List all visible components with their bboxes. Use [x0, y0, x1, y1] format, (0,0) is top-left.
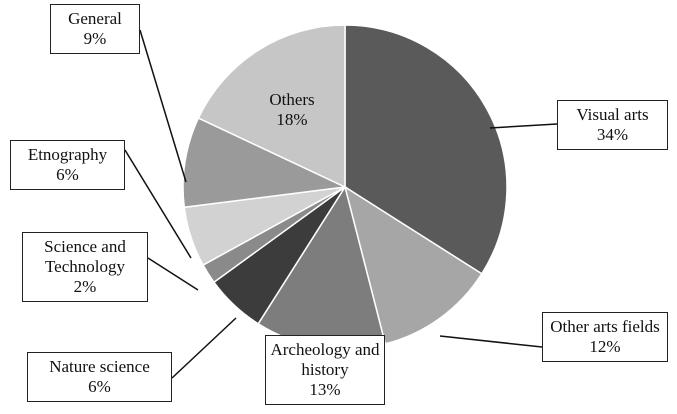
category-name: Other arts fields [550, 317, 660, 336]
slice-label: Science and Technology 2% [22, 232, 148, 302]
leader-line [139, 29, 187, 183]
value-label: 13% [309, 380, 341, 399]
pie-slice [182, 117, 348, 209]
value-label: 9% [83, 29, 107, 48]
category-name: Nature science [49, 357, 150, 376]
leader-line [489, 123, 558, 129]
slice-label: Visual arts 34% [557, 100, 668, 150]
leader-line [147, 257, 199, 291]
value-label: 6% [88, 377, 111, 396]
value-label: 2% [73, 277, 97, 296]
category-name: Archeology and history [270, 340, 380, 379]
value-label: 6% [56, 165, 79, 184]
pie-slice [343, 185, 483, 345]
slice-label: Nature science 6% [27, 352, 172, 402]
category-name: Etnography [27, 145, 108, 164]
value-label: 18% [276, 110, 308, 129]
pie-slice [197, 24, 346, 189]
category-name: Visual arts [576, 105, 649, 124]
leader-lines [124, 29, 558, 379]
category-name: General [68, 9, 122, 28]
value-label: 12% [589, 337, 621, 356]
leader-line [171, 317, 237, 379]
pie-slice [344, 24, 508, 275]
category-name: Others [269, 90, 315, 109]
slice-label: Archeology and history 13% [265, 335, 385, 405]
slice-label: Other arts fields 12% [542, 312, 668, 362]
leader-line [124, 149, 192, 259]
value-label: 34% [596, 125, 629, 144]
category-name: Science and Technology [44, 237, 126, 276]
slice-label: Etnography 6% [10, 140, 125, 190]
leader-line [439, 335, 543, 348]
slice-label: General 9% [50, 4, 140, 54]
slice-label: Others 18% [250, 86, 334, 134]
